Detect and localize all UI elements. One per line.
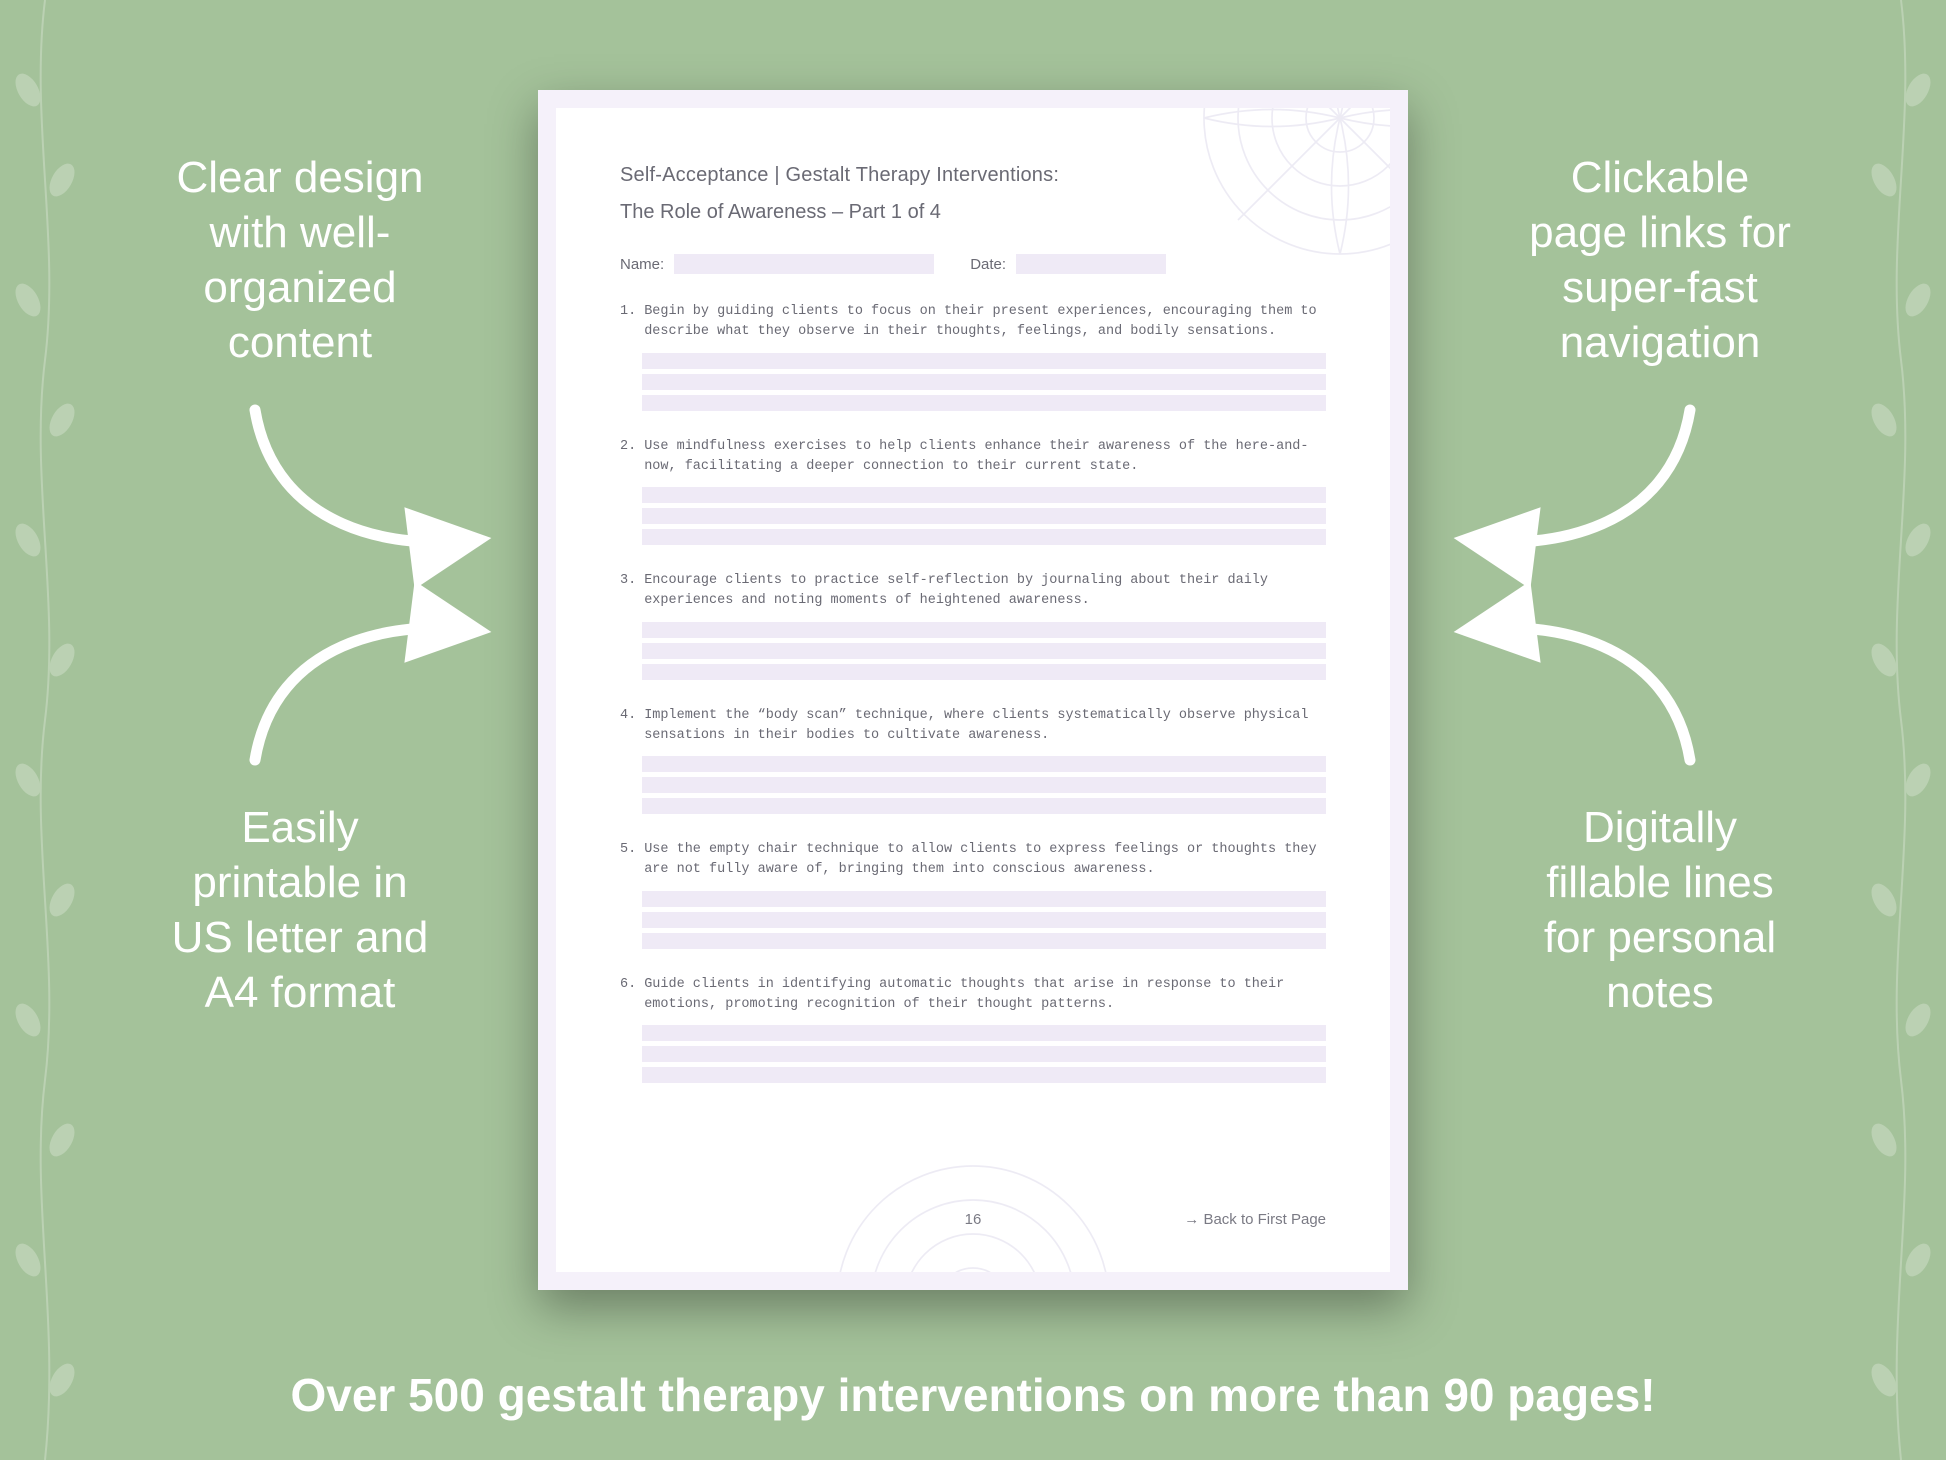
response-line[interactable] (642, 508, 1326, 524)
response-line[interactable] (642, 777, 1326, 793)
item-body: Begin by guiding clients to focus on the… (644, 302, 1326, 343)
response-lines (642, 353, 1326, 411)
worksheet-item: 4.Implement the “body scan” technique, w… (620, 706, 1326, 815)
worksheet-item: 1.Begin by guiding clients to focus on t… (620, 302, 1326, 411)
infographic-stage: Clear designwith well-organizedcontent E… (0, 0, 1946, 1460)
response-line[interactable] (642, 374, 1326, 390)
worksheet-subtitle: The Role of Awareness – Part 1 of 4 (620, 201, 1326, 224)
response-line[interactable] (642, 891, 1326, 907)
name-input[interactable] (674, 254, 934, 274)
bottom-banner: Over 500 gestalt therapy interventions o… (0, 1368, 1946, 1422)
worksheet-item-text: 6.Guide clients in identifying automatic… (620, 975, 1326, 1016)
callout-line: A4 format (120, 965, 480, 1020)
worksheet-page-inner: Self-Acceptance | Gestalt Therapy Interv… (538, 90, 1408, 1290)
worksheet-sheet: Self-Acceptance | Gestalt Therapy Interv… (556, 108, 1390, 1272)
vine-decor-right (1856, 0, 1946, 1460)
item-number: 4. (620, 706, 636, 747)
response-lines (642, 1025, 1326, 1083)
response-line[interactable] (642, 622, 1326, 638)
callout-bottom-left: Easilyprintable inUS letter andA4 format (120, 800, 480, 1020)
callout-line: content (120, 315, 480, 370)
item-body: Use the empty chair technique to allow c… (644, 840, 1326, 881)
item-body: Encourage clients to practice self-refle… (644, 571, 1326, 612)
name-label: Name: (620, 256, 664, 273)
item-number: 3. (620, 571, 636, 612)
arrow-icon (1450, 600, 1710, 785)
callout-line: notes (1480, 965, 1840, 1020)
response-line[interactable] (642, 395, 1326, 411)
callout-line: page links for (1470, 205, 1850, 260)
name-field: Name: (620, 254, 934, 274)
worksheet-content: Self-Acceptance | Gestalt Therapy Interv… (556, 108, 1390, 1083)
response-lines (642, 487, 1326, 545)
date-label: Date: (970, 256, 1006, 273)
response-line[interactable] (642, 1046, 1326, 1062)
item-number: 5. (620, 840, 636, 881)
arrow-icon (235, 600, 495, 785)
callout-line: Clear design (120, 150, 480, 205)
response-line[interactable] (642, 664, 1326, 680)
response-line[interactable] (642, 1025, 1326, 1041)
response-line[interactable] (642, 487, 1326, 503)
item-body: Implement the “body scan” technique, whe… (644, 706, 1326, 747)
vine-decor-left (0, 0, 90, 1460)
callout-line: navigation (1470, 315, 1850, 370)
worksheet-page: Self-Acceptance | Gestalt Therapy Interv… (538, 90, 1408, 1290)
item-number: 6. (620, 975, 636, 1016)
date-input[interactable] (1016, 254, 1166, 274)
callout-line: printable in (120, 855, 480, 910)
worksheet-title: Self-Acceptance | Gestalt Therapy Interv… (620, 164, 1326, 187)
worksheet-item: 2.Use mindfulness exercises to help clie… (620, 437, 1326, 546)
callout-line: organized (120, 260, 480, 315)
item-body: Guide clients in identifying automatic t… (644, 975, 1326, 1016)
worksheet-footer: 16 → Back to First Page (620, 1211, 1326, 1228)
response-line[interactable] (642, 1067, 1326, 1083)
arrow-icon (1450, 390, 1710, 575)
item-number: 1. (620, 302, 636, 343)
callout-line: fillable lines (1480, 855, 1840, 910)
item-number: 2. (620, 437, 636, 478)
callout-line: for personal (1480, 910, 1840, 965)
callout-line: US letter and (120, 910, 480, 965)
response-line[interactable] (642, 798, 1326, 814)
callout-line: Clickable (1470, 150, 1850, 205)
mandala-decor-icon (803, 1132, 1143, 1272)
response-lines (642, 756, 1326, 814)
callout-line: with well- (120, 205, 480, 260)
response-line[interactable] (642, 353, 1326, 369)
callout-line: super-fast (1470, 260, 1850, 315)
worksheet-meta-row: Name: Date: (620, 254, 1326, 274)
worksheet-item: 5.Use the empty chair technique to allow… (620, 840, 1326, 949)
response-line[interactable] (642, 756, 1326, 772)
worksheet-items: 1.Begin by guiding clients to focus on t… (620, 302, 1326, 1083)
arrow-icon (235, 390, 495, 575)
response-line[interactable] (642, 933, 1326, 949)
response-line[interactable] (642, 912, 1326, 928)
back-to-first-page-link[interactable]: → Back to First Page (1184, 1211, 1326, 1228)
worksheet-item-text: 1.Begin by guiding clients to focus on t… (620, 302, 1326, 343)
response-line[interactable] (642, 643, 1326, 659)
worksheet-item-text: 4.Implement the “body scan” technique, w… (620, 706, 1326, 747)
worksheet-item-text: 3.Encourage clients to practice self-ref… (620, 571, 1326, 612)
callout-top-right: Clickablepage links forsuper-fastnavigat… (1470, 150, 1850, 370)
worksheet-item-text: 5.Use the empty chair technique to allow… (620, 840, 1326, 881)
callout-line: Easily (120, 800, 480, 855)
response-line[interactable] (642, 529, 1326, 545)
date-field: Date: (970, 254, 1166, 274)
worksheet-item: 6.Guide clients in identifying automatic… (620, 975, 1326, 1084)
page-number: 16 (965, 1211, 982, 1228)
response-lines (642, 622, 1326, 680)
callout-line: Digitally (1480, 800, 1840, 855)
callout-top-left: Clear designwith well-organizedcontent (120, 150, 480, 370)
callout-bottom-right: Digitallyfillable linesfor personalnotes (1480, 800, 1840, 1020)
worksheet-item: 3.Encourage clients to practice self-ref… (620, 571, 1326, 680)
item-body: Use mindfulness exercises to help client… (644, 437, 1326, 478)
worksheet-item-text: 2.Use mindfulness exercises to help clie… (620, 437, 1326, 478)
response-lines (642, 891, 1326, 949)
